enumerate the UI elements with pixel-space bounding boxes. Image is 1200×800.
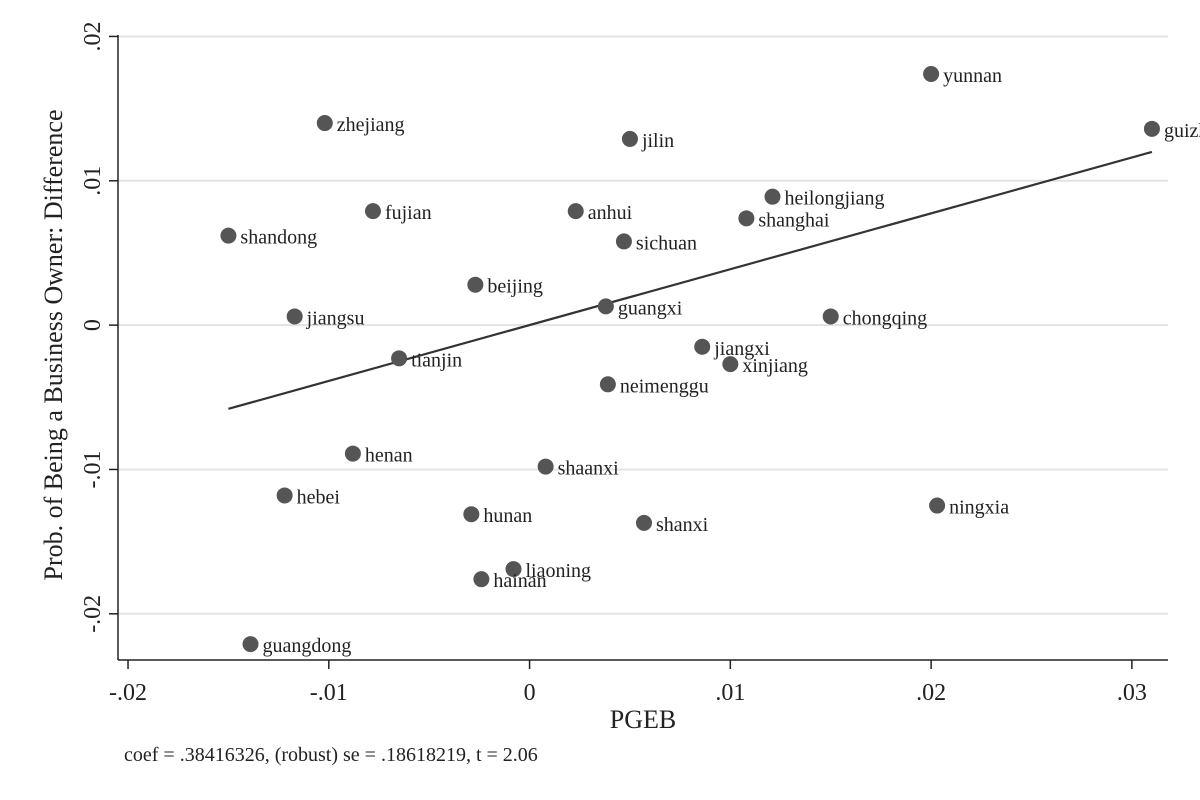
data-point (316, 115, 333, 132)
data-point (822, 308, 839, 325)
point-label: jiangsu (306, 307, 365, 329)
data-point (567, 203, 584, 220)
point-label: zhejiang (337, 114, 405, 136)
y-tick-label: 0 (80, 319, 106, 331)
data-point (929, 497, 946, 514)
point-label: xinjiang (742, 355, 808, 377)
data-point (923, 65, 940, 82)
point-label: guangxi (618, 297, 683, 319)
point-label: hunan (483, 505, 532, 527)
y-tick-label: .02 (80, 21, 106, 51)
data-point (364, 203, 381, 220)
data-point (242, 636, 259, 653)
gridlines (118, 35, 1168, 615)
data-point (537, 458, 554, 475)
point-label: ningxia (949, 497, 1009, 519)
x-axis-title: PGEB (610, 705, 676, 734)
x-tick-label: -.02 (109, 680, 147, 706)
point-label: beijing (487, 276, 543, 298)
fit-line (228, 150, 1153, 410)
data-point (599, 376, 616, 393)
x-tick-label: .01 (715, 680, 745, 706)
point-label: jiangxi (713, 338, 770, 360)
point-label: guizhou (1164, 120, 1200, 142)
data-point (597, 298, 614, 315)
point-label: henan (365, 445, 413, 467)
point-label: shanghai (758, 209, 830, 231)
point-label: jilin (641, 130, 674, 152)
point-label: sichuan (636, 232, 697, 254)
data-point (764, 188, 781, 205)
data-point (391, 350, 408, 367)
data-point (473, 571, 490, 588)
data-point (276, 487, 293, 504)
data-point (344, 445, 361, 462)
point-label: chongqing (843, 307, 927, 329)
point-label: hainan (493, 570, 546, 592)
point-label: shandong (240, 227, 317, 249)
fit-line-group (228, 150, 1153, 410)
data-point (286, 308, 303, 325)
data-point (621, 130, 638, 147)
y-tick-label: -.01 (80, 450, 106, 488)
data-point (220, 227, 237, 244)
ticks: -.02 -.01 0 .01 .02 -.02 -.01 0 .01 .02 .03 (80, 21, 1147, 706)
point-label: hebei (297, 486, 341, 508)
point-label: liaoning (526, 560, 592, 582)
y-tick-label: .01 (80, 166, 106, 196)
point-label: heilongjiang (784, 188, 884, 210)
axes (117, 35, 1168, 661)
point-label: anhui (588, 202, 633, 224)
data-points: yunnan guizhou zhejiang jilin heilongjiang fu… (220, 65, 1200, 657)
data-point (463, 506, 480, 523)
data-point (694, 338, 711, 355)
point-label: guangdong (263, 635, 352, 657)
point-label: shanxi (656, 514, 709, 536)
y-axis-title: Prob. of Being a Business Owner: Differe… (39, 109, 68, 580)
data-point (1143, 120, 1160, 137)
x-tick-label: 0 (524, 680, 536, 706)
data-point (615, 233, 632, 250)
data-point (738, 210, 755, 227)
point-label: fujian (385, 202, 432, 224)
point-label: neimenggu (620, 375, 709, 397)
point-label: yunnan (943, 65, 1002, 87)
point-label: tianjin (411, 349, 462, 371)
regression-note: coef = .38416326, (robust) se = .1861821… (124, 744, 538, 766)
point-label: shaanxi (558, 458, 620, 480)
x-tick-label: .02 (916, 680, 946, 706)
x-tick-label: -.01 (310, 680, 348, 706)
y-tick-label: -.02 (80, 595, 106, 633)
x-tick-label: .03 (1117, 680, 1147, 706)
data-point (722, 356, 739, 373)
data-point (505, 561, 522, 578)
data-point (467, 276, 484, 293)
data-point (636, 514, 653, 531)
